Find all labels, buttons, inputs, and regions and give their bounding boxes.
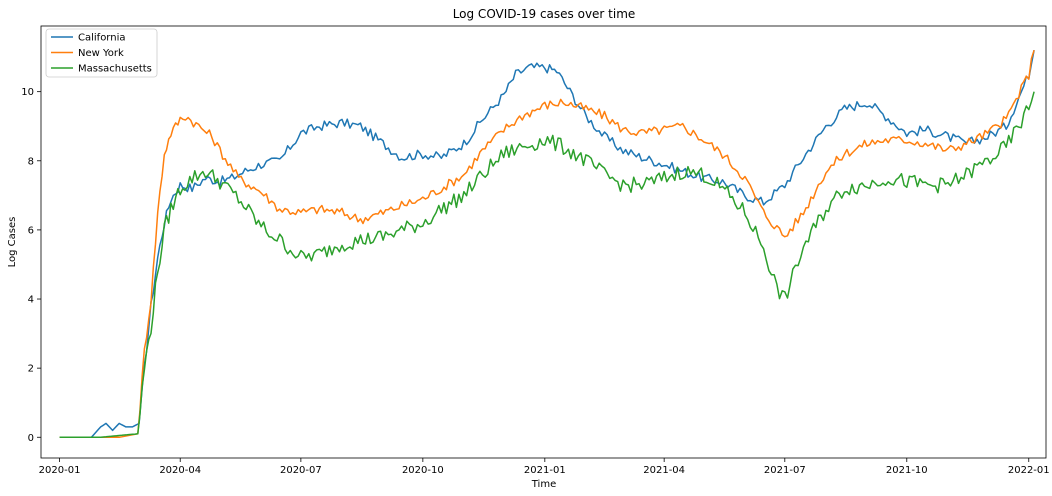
y-tick-label: 8 xyxy=(28,156,34,167)
series-line-massachusetts xyxy=(59,91,1035,439)
legend-label: California xyxy=(78,33,126,44)
y-tick-label: 2 xyxy=(28,364,34,375)
chart-title: Log COVID-19 cases over time xyxy=(453,7,636,21)
series-line-california xyxy=(59,50,1035,439)
plot-frame xyxy=(40,25,1047,459)
x-tick-label: 2020-07 xyxy=(280,465,322,476)
legend: California New York Massachusetts xyxy=(45,28,158,78)
x-tick-label: 2022-01 xyxy=(1008,465,1050,476)
series-line-new-york xyxy=(59,49,1035,439)
legend-label: Massachusetts xyxy=(78,64,152,75)
x-tick-label: 2021-01 xyxy=(524,465,566,476)
x-axis: 2020-01 2020-04 2020-07 2020-10 2021-01 2021-… xyxy=(39,458,1050,476)
y-tick-label: 6 xyxy=(28,225,34,236)
x-tick-label: 2020-04 xyxy=(159,465,201,476)
y-axis: 0 2 4 6 8 10 xyxy=(21,87,41,444)
legend-label: New York xyxy=(78,48,124,59)
y-tick-label: 0 xyxy=(28,433,34,444)
x-tick-label: 2020-01 xyxy=(39,465,81,476)
y-tick-label: 4 xyxy=(28,295,34,306)
y-axis-label: Log Cases xyxy=(7,217,18,268)
x-tick-label: 2020-10 xyxy=(402,465,444,476)
x-tick-label: 2021-07 xyxy=(764,465,806,476)
legend-box xyxy=(45,28,158,78)
y-tick-label: 10 xyxy=(21,87,34,98)
x-tick-label: 2021-10 xyxy=(886,465,928,476)
series-layer xyxy=(59,49,1035,439)
x-tick-label: 2021-04 xyxy=(643,465,685,476)
x-axis-label: Time xyxy=(531,479,556,490)
